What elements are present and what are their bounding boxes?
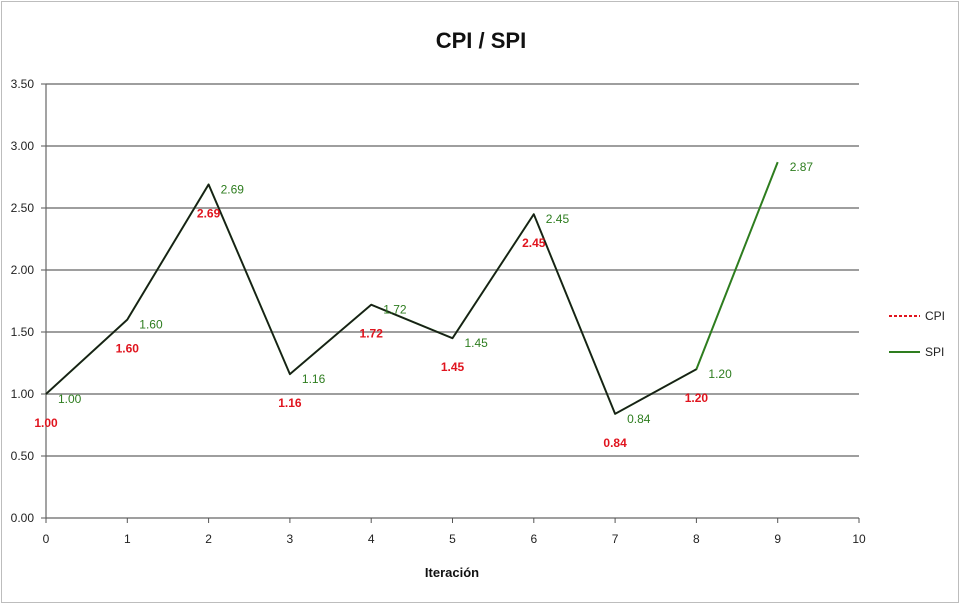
- y-tick-label: 1.50: [11, 325, 35, 339]
- x-tick-label: 6: [530, 532, 537, 546]
- data-label-spi: 0.84: [627, 412, 651, 426]
- x-tick-label: 2: [205, 532, 212, 546]
- series-line-cpi: [45, 183, 697, 415]
- x-tick-label: 7: [612, 532, 619, 546]
- data-labels: 1.00 1.60 2.69 1.16 1.72 1.45 2.45 0.84 1.20 2.87…: [34, 160, 813, 450]
- x-tick-label: 4: [368, 532, 375, 546]
- x-tick-labels: 0 1 2 3 4 5 6 7 8 9 10: [43, 532, 866, 546]
- series-line-spi: [45, 161, 779, 415]
- data-label-spi: 1.72: [383, 303, 407, 317]
- data-label-cpi: 1.00: [34, 416, 58, 430]
- y-tick-label: 2.00: [11, 263, 35, 277]
- x-tick-label: 1: [124, 532, 131, 546]
- chart-title: CPI / SPI: [435, 28, 527, 53]
- data-label-spi: 2.45: [546, 212, 570, 226]
- data-label-spi: 2.69: [221, 182, 245, 196]
- x-tick-label: 8: [693, 532, 700, 546]
- x-tick-label: 10: [852, 532, 866, 546]
- legend: CPI SPI: [889, 309, 945, 359]
- data-label-cpi: 1.72: [360, 327, 384, 341]
- grid-lines: [46, 83, 859, 457]
- data-label-cpi: 1.16: [278, 396, 302, 410]
- x-tick-label: 0: [43, 532, 50, 546]
- y-tick-labels: 0.00 0.50 1.00 1.50 2.00 2.50 3.00 3.50: [11, 77, 35, 525]
- y-tick-label: 0.00: [11, 511, 35, 525]
- y-tick-label: 3.00: [11, 139, 35, 153]
- legend-label-cpi: CPI: [925, 309, 945, 323]
- x-tick-label: 5: [449, 532, 456, 546]
- y-tick-label: 0.50: [11, 449, 35, 463]
- data-label-spi: 1.20: [708, 367, 732, 381]
- data-label-cpi: 2.45: [522, 236, 546, 250]
- y-tick-label: 1.00: [11, 387, 35, 401]
- data-label-spi: 1.16: [302, 372, 326, 386]
- legend-label-spi: SPI: [925, 345, 944, 359]
- series-lines: [45, 161, 779, 415]
- axes: [41, 83, 860, 523]
- data-label-cpi: 2.69: [197, 206, 221, 220]
- x-tick-label: 9: [774, 532, 781, 546]
- data-label-spi: 2.87: [790, 160, 814, 174]
- x-tick-label: 3: [287, 532, 294, 546]
- data-label-cpi: 1.45: [441, 360, 465, 374]
- data-label-spi: 1.45: [465, 336, 489, 350]
- y-tick-label: 2.50: [11, 201, 35, 215]
- x-axis-title: Iteración: [425, 565, 479, 580]
- data-label-spi: 1.00: [58, 392, 82, 406]
- data-label-cpi: 0.84: [603, 436, 627, 450]
- data-label-cpi: 1.60: [116, 342, 140, 356]
- data-label-spi: 1.60: [139, 318, 163, 332]
- y-tick-label: 3.50: [11, 77, 35, 91]
- data-label-cpi: 1.20: [685, 391, 709, 405]
